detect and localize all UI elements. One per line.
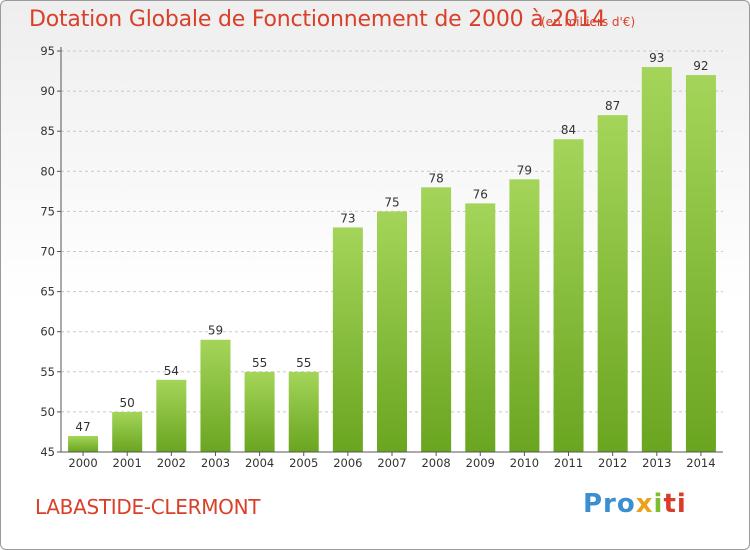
- y-tick-label: 55: [40, 365, 55, 379]
- logo-part-3: i: [653, 489, 664, 519]
- x-tick-label: 2007: [377, 456, 406, 470]
- bar: [641, 67, 672, 452]
- x-tick-label: 2009: [466, 456, 495, 470]
- y-tick-label: 75: [40, 204, 55, 218]
- x-tick-label: 2000: [68, 456, 97, 470]
- bar-value-label: 55: [296, 356, 311, 370]
- bar: [597, 115, 628, 452]
- y-tick-label: 70: [40, 245, 55, 259]
- x-tick-label: 2001: [113, 456, 142, 470]
- x-tick-label: 2014: [686, 456, 715, 470]
- x-tick-label: 2012: [598, 456, 627, 470]
- bar-value-label: 47: [75, 420, 90, 434]
- bar-value-label: 75: [384, 195, 399, 209]
- bar-value-label: 93: [649, 51, 664, 65]
- bar-value-label: 76: [473, 187, 488, 201]
- logo-part-1: Pro: [583, 489, 636, 519]
- x-tick-label: 2008: [421, 456, 450, 470]
- bar: [553, 139, 584, 452]
- x-tick-label: 2005: [289, 456, 318, 470]
- logo-part-4: ti: [663, 489, 687, 519]
- bar: [465, 203, 496, 452]
- bar-value-label: 73: [340, 211, 355, 225]
- y-tick-label: 65: [40, 285, 55, 299]
- bar: [244, 371, 275, 452]
- bar-value-label: 78: [428, 171, 443, 185]
- bar: [509, 179, 540, 452]
- bar-value-label: 79: [517, 163, 532, 177]
- bar: [376, 211, 408, 452]
- proxiti-logo[interactable]: Proxiti: [583, 489, 687, 519]
- chart-title: Dotation Globale de Fonctionnement de 20…: [29, 7, 606, 32]
- logo-part-2: x: [635, 489, 654, 519]
- y-tick-label: 95: [40, 44, 55, 58]
- bar: [288, 371, 319, 452]
- bar-value-label: 92: [693, 59, 708, 73]
- x-tick-label: 2004: [245, 456, 274, 470]
- bar-value-label: 87: [605, 99, 620, 113]
- x-tick-label: 2011: [554, 456, 583, 470]
- bar: [421, 187, 452, 452]
- x-tick-label: 2003: [201, 456, 230, 470]
- bar-value-label: 55: [252, 356, 267, 370]
- bar: [156, 379, 187, 452]
- bar-value-label: 84: [561, 123, 576, 137]
- commune-name: LABASTIDE-CLERMONT: [35, 495, 261, 519]
- x-tick-label: 2002: [157, 456, 186, 470]
- bar: [112, 411, 143, 452]
- y-tick-label: 85: [40, 124, 55, 138]
- bar: [332, 227, 363, 452]
- y-tick-label: 90: [40, 84, 55, 98]
- bar: [200, 339, 231, 452]
- y-tick-label: 45: [40, 445, 55, 459]
- x-tick-label: 2010: [510, 456, 539, 470]
- x-tick-label: 2006: [333, 456, 362, 470]
- x-tick-label: 2013: [642, 456, 671, 470]
- bar-value-label: 59: [208, 324, 223, 338]
- axes: 45 50 55 60 65 70 75 80 85 90 95 2000 2001 2002 2003 20…: [40, 44, 723, 470]
- y-tick-label: 50: [40, 405, 55, 419]
- bars: 47 50 54 59 55 55 73 75 78 76 79 84 87 93 92: [68, 51, 716, 452]
- bar-value-label: 50: [120, 396, 135, 410]
- bar-value-label: 54: [164, 364, 179, 378]
- bar: [685, 75, 716, 452]
- y-tick-label: 60: [40, 325, 55, 339]
- bar: [68, 435, 99, 452]
- chart-unit: (en milliers d'€): [541, 15, 636, 29]
- y-tick-label: 80: [40, 164, 55, 178]
